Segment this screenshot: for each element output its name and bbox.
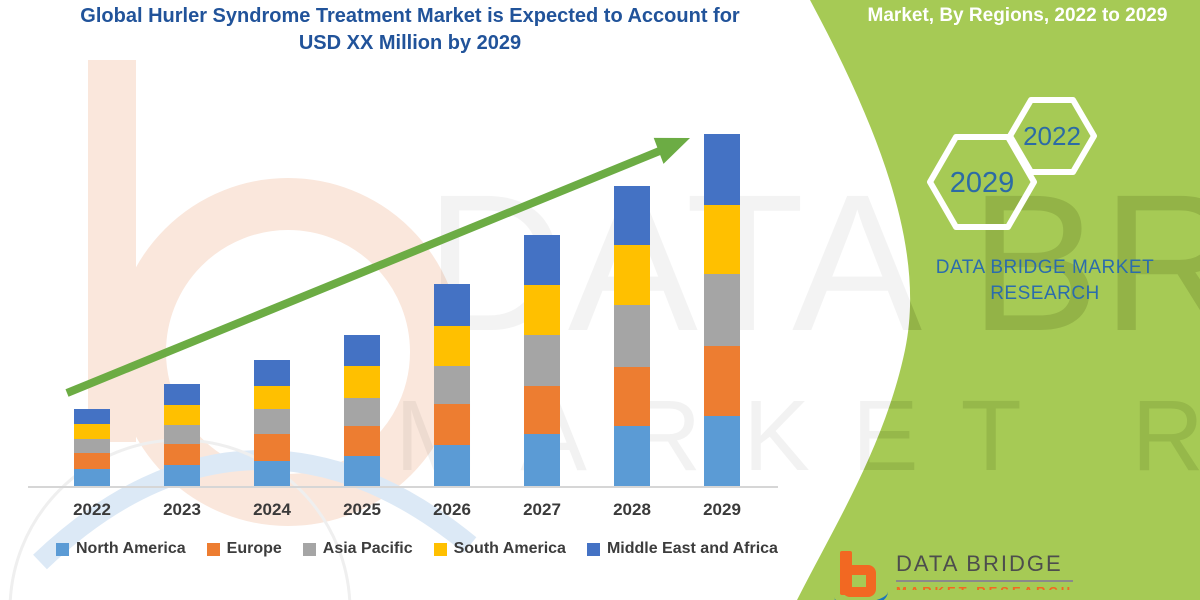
banner-subtitle: Market, By Regions, 2022 to 2029	[867, 5, 1168, 26]
bar-segment	[164, 384, 200, 405]
bar-segment	[74, 469, 110, 486]
footer-logo-text: DATA BRIDGE MARKET RESEARCH	[896, 551, 1074, 590]
x-axis-label: 2025	[343, 500, 381, 519]
x-axis-label: 2028	[613, 500, 651, 519]
bar-segment	[344, 426, 380, 456]
bar-segment	[74, 439, 110, 453]
bar-segment	[344, 366, 380, 398]
chart-legend: North America Europe Asia Pacific South Ame…	[56, 540, 778, 558]
bar-segment	[344, 398, 380, 426]
bar-2028	[614, 186, 650, 486]
bar-segment	[434, 284, 470, 326]
bar-segment	[254, 461, 290, 486]
legend-item: Asia Pacific	[302, 540, 413, 558]
page-title-line1: Global Hurler Syndrome Treatment Market …	[80, 5, 740, 27]
bar-segment	[344, 456, 380, 486]
bar-segment	[524, 335, 560, 386]
bar-segment	[524, 434, 560, 486]
bar-segment	[434, 326, 470, 366]
legend-label: Middle East and Africa	[606, 540, 778, 557]
bar-segment	[704, 205, 740, 274]
page-title-line2: USD XX Million by 2029	[298, 32, 522, 54]
footer-logo-subtitle: MARKET RESEARCH	[896, 584, 1073, 590]
footer-logo-title: DATA BRIDGE	[896, 551, 1074, 582]
bar-2022	[74, 409, 110, 486]
trend-arrow	[65, 137, 690, 397]
bar-segment	[704, 346, 740, 416]
bar-2025	[344, 335, 380, 486]
bar-segment	[164, 405, 200, 425]
bar-segment	[254, 386, 290, 409]
legend-item: North America	[56, 540, 186, 558]
brand-text-line2: RESEARCH	[990, 283, 1100, 304]
bar-segment	[614, 367, 650, 426]
legend-item: Europe	[206, 540, 282, 558]
bar-segment	[614, 305, 650, 367]
x-axis-label: 2026	[433, 500, 471, 519]
legend-swatch-icon	[433, 542, 447, 556]
x-axis-label: 2029	[703, 500, 741, 519]
bar-segment	[524, 386, 560, 434]
bar-segment	[704, 134, 740, 205]
legend-swatch-icon	[206, 542, 220, 556]
hexagon-2029-label: 2029	[950, 167, 1015, 199]
bar-segment	[164, 444, 200, 465]
bar-segment	[254, 409, 290, 434]
data-bridge-b-icon	[832, 551, 890, 600]
bar-segment	[254, 434, 290, 461]
green-panel	[797, 0, 1200, 600]
x-axis-label: 2027	[523, 500, 561, 519]
bar-segment	[704, 416, 740, 486]
legend-label: Europe	[226, 540, 282, 557]
x-axis-line	[28, 486, 778, 488]
footer-logo: DATA BRIDGE MARKET RESEARCH	[832, 551, 1074, 600]
legend-swatch-icon	[586, 542, 600, 556]
bar-2023	[164, 384, 200, 486]
bar-2024	[254, 360, 290, 486]
x-axis-label: 2022	[73, 500, 111, 519]
bar-2026	[434, 284, 470, 486]
bar-segment	[434, 445, 470, 486]
bar-segment	[704, 274, 740, 346]
legend-label: South America	[453, 540, 566, 557]
bar-segment	[74, 424, 110, 439]
bar-segment	[254, 360, 290, 386]
page-title: Global Hurler Syndrome Treatment Market …	[0, 3, 820, 57]
bar-2029	[704, 134, 740, 486]
legend-label: North America	[76, 540, 186, 557]
bar-segment	[164, 465, 200, 486]
x-axis-label: 2024	[253, 500, 291, 519]
bar-segment	[344, 335, 380, 366]
brand-text-line1: DATA BRIDGE MARKET	[935, 257, 1155, 278]
hexagon-2022: 2022	[1007, 97, 1097, 175]
bar-segment	[614, 245, 650, 305]
bar-segment	[614, 186, 650, 245]
bar-segment	[164, 425, 200, 444]
legend-item: Middle East and Africa	[586, 540, 778, 558]
bar-segment	[614, 426, 650, 486]
bar-segment	[434, 366, 470, 404]
bar-segment	[74, 409, 110, 424]
legend-swatch-icon	[56, 542, 69, 556]
x-axis-label: 2023	[163, 500, 201, 519]
legend-label: Asia Pacific	[322, 540, 413, 557]
hexagon-2022-label: 2022	[1023, 121, 1081, 151]
brand-text: DATA BRIDGE MARKET RESEARCH	[925, 255, 1165, 307]
legend-item: South America	[433, 540, 566, 558]
bar-2027	[524, 235, 560, 486]
bar-segment	[524, 235, 560, 285]
bar-segment	[524, 285, 560, 335]
bar-segment	[434, 404, 470, 445]
legend-swatch-icon	[302, 542, 316, 556]
bar-segment	[74, 453, 110, 469]
hexagon-2029: 2029	[927, 134, 1037, 230]
